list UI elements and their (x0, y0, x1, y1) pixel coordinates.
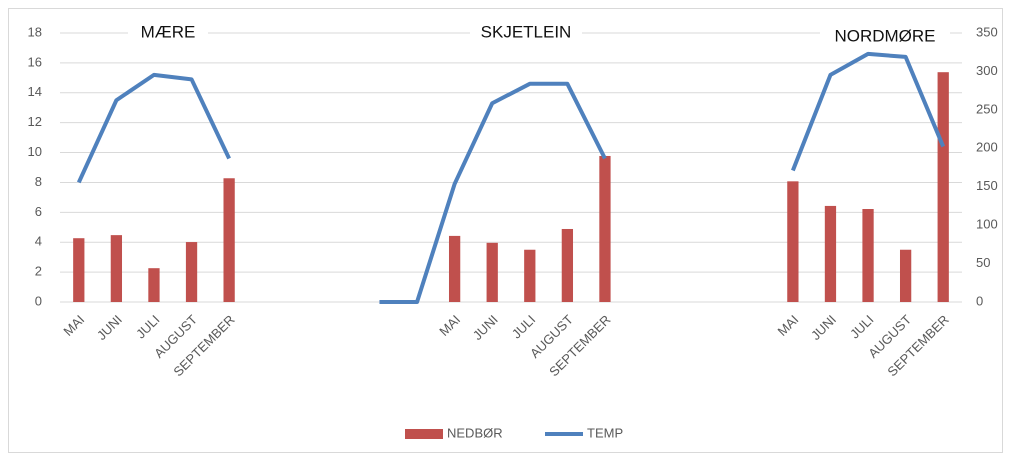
y-tick-label: 0 (35, 293, 42, 308)
y2-tick-label: 100 (976, 217, 998, 232)
bar (824, 205, 837, 302)
bar (599, 155, 611, 302)
annotation: SKJETLEIN (481, 22, 572, 41)
marks (73, 51, 949, 304)
y2-tick-label: 350 (976, 24, 998, 39)
y-tick-label: 14 (28, 84, 42, 99)
y-tick-label: 12 (28, 114, 42, 129)
bar (862, 209, 874, 302)
legend-label: NEDBØR (447, 425, 503, 440)
y2-tick-label: 50 (976, 255, 990, 270)
y2-tick-label: 300 (976, 63, 998, 78)
line (76, 51, 946, 304)
y-tick-label: 4 (35, 234, 42, 249)
bar (561, 228, 574, 302)
y-tick-label: 10 (28, 144, 42, 159)
bar (148, 268, 160, 302)
annotation-bg (470, 22, 582, 44)
y-tick-label: 6 (35, 204, 42, 219)
annotations: MÆRE SKJETLEIN NORDMØRE (128, 22, 950, 46)
chart-frame (8, 8, 1003, 453)
bar (448, 235, 461, 302)
annotation-bg (128, 22, 208, 44)
bar (787, 181, 799, 302)
y2-tick-label: 0 (976, 293, 983, 308)
bar (937, 72, 949, 302)
bar (223, 178, 235, 302)
bar (73, 238, 85, 302)
y2-tick-label: 150 (976, 178, 998, 193)
y-tick-label: 16 (28, 54, 42, 69)
annotation-bg (820, 24, 950, 46)
bar (185, 242, 198, 302)
bar (524, 249, 536, 302)
y-tick-label: 18 (28, 24, 42, 39)
y2-tick-label: 200 (976, 140, 998, 155)
annotation: NORDMØRE (834, 26, 935, 45)
legend-swatch (405, 429, 443, 439)
annotation: MÆRE (141, 22, 196, 41)
y2-tick-label: 250 (976, 101, 998, 116)
y-tick-label: 8 (35, 174, 42, 189)
bar (899, 249, 912, 302)
y-tick-label: 2 (35, 264, 42, 279)
bar (110, 235, 123, 302)
legend-label: TEMP (587, 425, 623, 440)
bar (486, 242, 498, 302)
